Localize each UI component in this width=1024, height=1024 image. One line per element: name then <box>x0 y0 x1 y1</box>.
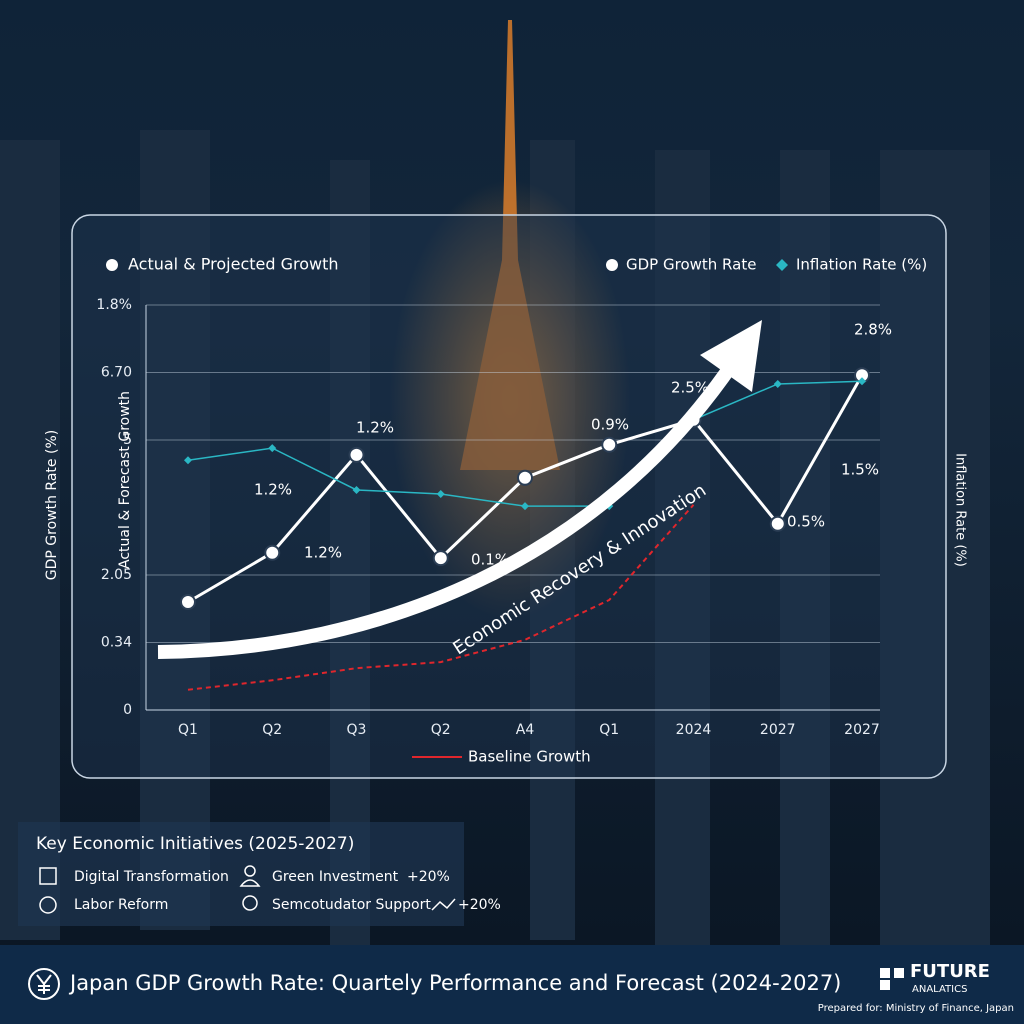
initiative-item: +20% <box>407 869 450 885</box>
x-tick-label: Q3 <box>347 722 367 738</box>
initiative-item: Digital Transformation <box>74 869 229 885</box>
y2-axis-label: Inflation Rate (%) <box>953 453 968 567</box>
y-tick-label: 0.34 <box>101 635 132 651</box>
data-point <box>348 446 365 463</box>
data-point <box>517 469 533 486</box>
chart-panel <box>71 214 947 779</box>
chart-title: Actual & Projected Growth <box>128 255 339 274</box>
annotation: 2.5% <box>671 379 709 397</box>
legend-label: Inflation Rate (%) <box>796 256 927 274</box>
footer <box>0 945 1024 1024</box>
x-tick-label: 2027 <box>844 722 880 738</box>
data-point <box>858 377 866 386</box>
annotation: 0.5% <box>787 513 825 531</box>
annotation: 1.2% <box>254 481 292 499</box>
data-point <box>184 456 192 465</box>
brand: FUTURE <box>910 961 990 982</box>
data-point <box>268 444 277 453</box>
annotation: 1.5% <box>841 461 879 479</box>
plot: 0 0.34 2.05 5 6.70 1.8% Q1 Q2 Q3 Q2 A4 Q1 2024 2027 20… <box>96 256 927 766</box>
annotation: 1.2% <box>356 419 394 437</box>
data-point <box>352 485 361 494</box>
annotation: 1.2% <box>304 544 342 562</box>
x-tick-label: Q2 <box>431 722 451 738</box>
y-axis-inner-label: Actual & Forecast Growth <box>117 391 133 569</box>
series-line <box>187 504 695 691</box>
y-tick-label: 0 <box>123 702 132 718</box>
legend-label: Baseline Growth <box>468 748 591 766</box>
initiative-icons <box>39 865 456 914</box>
initiatives-title: Key Economic Initiatives (2025-2027) <box>36 834 354 854</box>
y-tick-label: 2.05 <box>101 567 132 583</box>
initiative-item: Semcotudator Support <box>272 897 431 913</box>
initiative-item: Green Investment <box>272 869 399 885</box>
data-point <box>601 436 618 453</box>
yen-icon <box>28 968 60 1000</box>
data-point <box>769 515 786 532</box>
legend-marker <box>606 259 618 271</box>
legend-label: GDP Growth Rate <box>626 256 756 274</box>
footer-title: Japan GDP Growth Rate: Quartely Performa… <box>68 971 841 995</box>
initiative-item: +20% <box>458 897 501 913</box>
annotation: 2.8% <box>854 321 892 339</box>
yen-symbol <box>36 974 52 994</box>
data-point <box>432 550 449 567</box>
trend-arrow-head <box>700 320 762 392</box>
initiatives-panel <box>18 822 464 926</box>
x-tick-label: A4 <box>516 722 535 738</box>
data-point <box>436 490 445 498</box>
x-tick-label: Q1 <box>178 722 198 738</box>
y-tick-label: 1.8% <box>96 297 132 313</box>
y-axis-label: GDP Growth Rate (%) <box>44 430 60 580</box>
initiative-item: Labor Reform <box>74 897 168 913</box>
legend-marker <box>776 259 788 271</box>
brand-sub: ANALATICS <box>912 984 967 995</box>
prepared-for: Prepared for: Ministry of Finance, Japan <box>818 1003 1014 1014</box>
y-tick-label: 6.70 <box>101 365 132 381</box>
data-point <box>521 502 529 511</box>
y-tick-label: 5 <box>123 432 132 448</box>
trend-arrow <box>157 356 741 659</box>
x-tick-label: 2027 <box>760 722 796 738</box>
x-tick-label: Q1 <box>599 722 619 738</box>
x-tick-label: 2024 <box>676 722 712 738</box>
x-tick-label: Q2 <box>262 722 282 738</box>
data-point <box>180 594 196 610</box>
data-point <box>773 379 782 388</box>
annotation: 0.9% <box>591 416 629 434</box>
data-point <box>264 544 281 561</box>
brand-logo <box>880 968 904 990</box>
title-bullet <box>106 259 118 271</box>
tower <box>460 20 560 470</box>
